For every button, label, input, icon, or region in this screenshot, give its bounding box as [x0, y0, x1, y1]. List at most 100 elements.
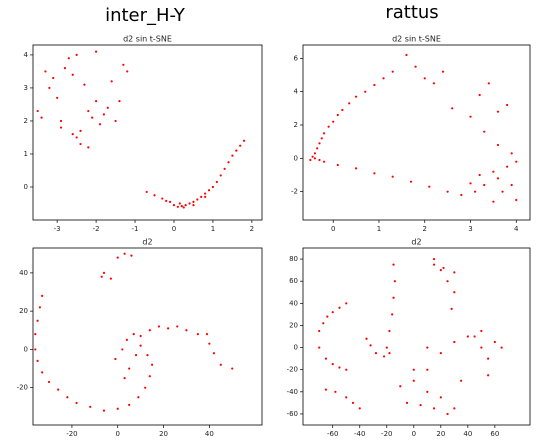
- y-tick-label: -2: [291, 188, 298, 196]
- x-tick-label: 2: [423, 225, 427, 233]
- x-tick-label: -20: [66, 430, 77, 438]
- point: [373, 83, 376, 87]
- point: [118, 100, 121, 103]
- point: [188, 202, 191, 205]
- point: [66, 396, 69, 399]
- point: [446, 280, 449, 283]
- point: [432, 407, 436, 410]
- point: [358, 407, 361, 410]
- y-tick-label: 0: [294, 154, 298, 162]
- point: [157, 325, 161, 328]
- point: [94, 50, 98, 53]
- point: [324, 388, 328, 391]
- point: [87, 109, 90, 113]
- x-tick-label: -3: [54, 225, 61, 233]
- point: [204, 192, 207, 195]
- point: [196, 333, 199, 336]
- y-tick-label: 20: [289, 321, 298, 329]
- point: [146, 354, 149, 357]
- point: [36, 109, 39, 113]
- point: [109, 277, 112, 280]
- point: [478, 93, 481, 97]
- point: [392, 263, 395, 266]
- point: [426, 346, 429, 349]
- y-tick-label: 40: [19, 269, 28, 277]
- point: [374, 351, 378, 355]
- point: [500, 346, 503, 349]
- y-tick-label: -60: [287, 410, 298, 418]
- point: [223, 167, 226, 170]
- x-tick-label: 1: [211, 225, 215, 233]
- x-tick-label: -60: [327, 430, 338, 438]
- point: [354, 95, 358, 98]
- point: [148, 375, 151, 378]
- point: [451, 107, 454, 110]
- y-tick-label: 80: [289, 255, 298, 263]
- point: [460, 193, 463, 197]
- point: [150, 363, 154, 366]
- point: [320, 137, 323, 140]
- point: [176, 205, 179, 208]
- point: [483, 183, 486, 187]
- point: [59, 119, 63, 123]
- y-tick-label: -40: [287, 388, 298, 396]
- chart-title: d2: [142, 238, 152, 247]
- point: [98, 123, 102, 126]
- point: [453, 340, 456, 344]
- point: [128, 403, 131, 407]
- point: [116, 256, 119, 259]
- point: [176, 325, 179, 328]
- y-tick-label: 4: [24, 51, 29, 59]
- point: [227, 161, 230, 164]
- point: [382, 355, 386, 358]
- point: [336, 163, 339, 167]
- point: [184, 204, 187, 207]
- point: [38, 306, 41, 309]
- point: [354, 167, 358, 170]
- point: [414, 65, 417, 68]
- point: [487, 374, 490, 377]
- point: [114, 119, 117, 123]
- point: [185, 329, 188, 332]
- point: [373, 172, 376, 175]
- y-tick-label: 4: [294, 88, 299, 96]
- point: [134, 354, 138, 357]
- point: [41, 371, 44, 374]
- y-tick-label: 60: [289, 277, 298, 285]
- point: [239, 144, 242, 147]
- x-tick-label: 0: [172, 225, 176, 233]
- point: [322, 160, 326, 163]
- point: [480, 346, 483, 349]
- x-tick-label: -2: [93, 225, 100, 233]
- point: [345, 396, 348, 399]
- point: [94, 100, 98, 103]
- point: [34, 333, 37, 336]
- x-tick-label: 0: [412, 430, 416, 438]
- point: [235, 149, 238, 152]
- y-tick-label: 2: [24, 117, 28, 125]
- point: [34, 348, 37, 351]
- point: [318, 158, 321, 162]
- point: [318, 329, 321, 333]
- point: [83, 83, 86, 86]
- x-tick-label: 1: [377, 225, 381, 233]
- point: [123, 252, 126, 255]
- point: [391, 313, 394, 316]
- point: [211, 185, 215, 189]
- point: [469, 182, 472, 185]
- point: [496, 110, 500, 113]
- point: [345, 368, 348, 371]
- column-heading: rattus: [385, 2, 438, 23]
- y-tick-label: 0: [294, 344, 298, 352]
- point: [79, 129, 82, 132]
- point: [148, 329, 151, 332]
- point: [391, 70, 394, 73]
- point: [405, 53, 408, 57]
- plot-frame: [32, 44, 263, 221]
- x-tick-label: 40: [205, 430, 214, 438]
- point: [324, 357, 328, 360]
- point: [322, 322, 325, 325]
- x-tick-label: 60: [490, 430, 499, 438]
- point: [409, 180, 413, 183]
